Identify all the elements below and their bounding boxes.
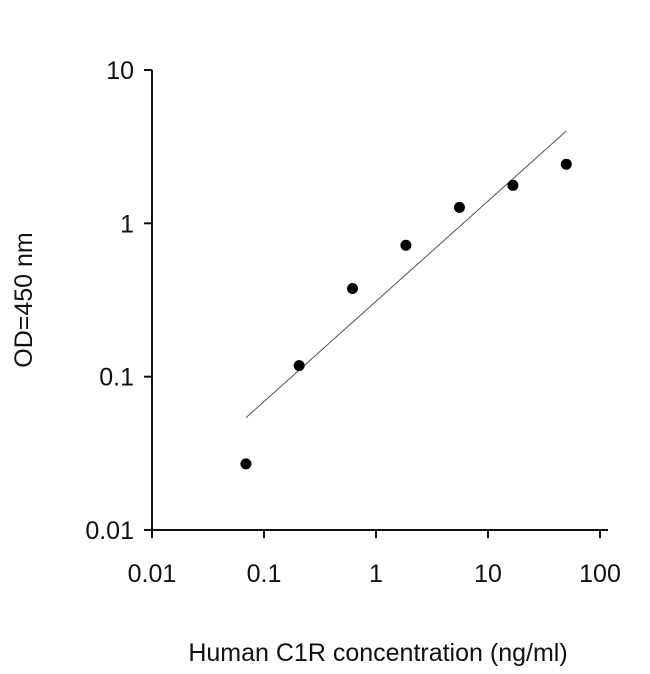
x-axis-title: Human C1R concentration (ng/ml) — [188, 639, 567, 667]
x-tick-label: 1 — [369, 560, 383, 588]
y-tick-label: 0.01 — [85, 517, 134, 545]
data-marks — [240, 130, 572, 470]
data-point — [453, 201, 465, 213]
x-tick-label: 0.01 — [128, 560, 177, 588]
data-point — [507, 179, 519, 191]
fit-line — [245, 130, 567, 419]
y-tick-label: 0.1 — [99, 364, 134, 392]
y-tick-label: 10 — [106, 57, 134, 85]
data-point — [347, 282, 359, 294]
data-point — [560, 158, 572, 170]
data-point — [293, 360, 305, 372]
y-tick-label: 1 — [120, 210, 134, 238]
x-tick-label: 100 — [579, 560, 621, 588]
x-tick-label: 0.1 — [247, 560, 282, 588]
data-point — [240, 458, 252, 470]
x-tick-label: 10 — [474, 560, 502, 588]
y-axis-title: OD=450 nm — [10, 232, 38, 368]
axes — [144, 69, 608, 538]
data-point — [400, 239, 412, 251]
tick-labels: 0.01 0.1 1 10 100 0.01 0.1 1 10 — [85, 57, 621, 588]
